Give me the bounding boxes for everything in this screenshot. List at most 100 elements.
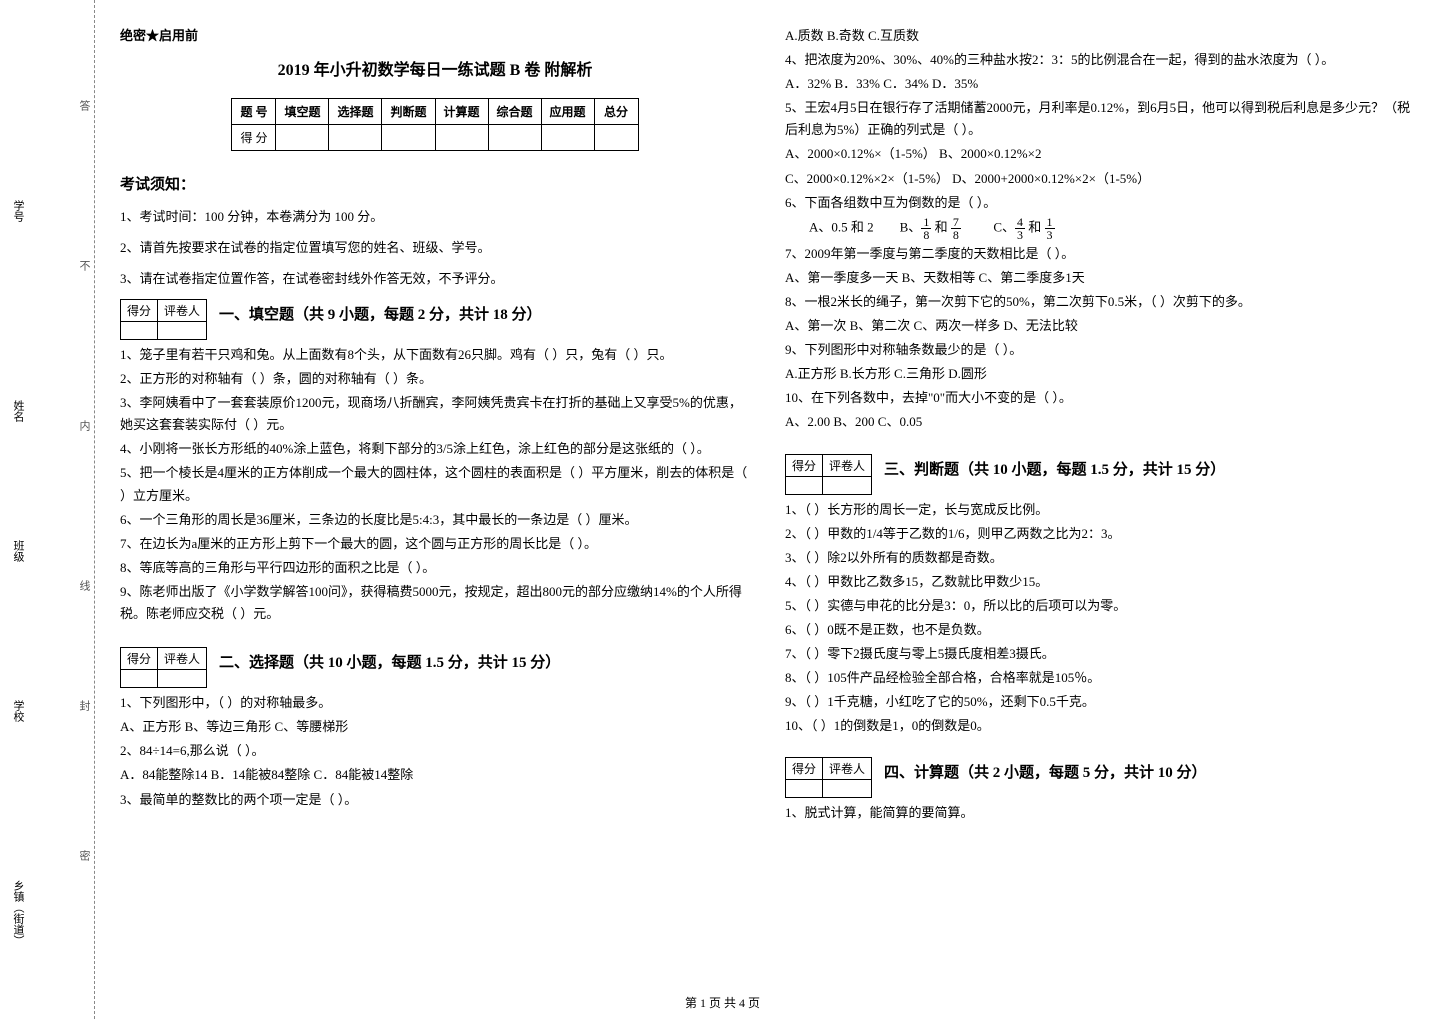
field-township: 乡镇（街道） [10,880,26,946]
fill-q: 4、小刚将一张长方形纸的40%涂上蓝色，将剩下部分的3/5涂上红色，涂上红色的部… [120,438,750,460]
field-class: 班级 [10,540,26,562]
grade-label: 得分 [786,454,823,476]
section-heading-4: 四、计算题（共 2 小题，每题 5 分，共计 10 分） [884,761,1207,782]
fill-q: 6、一个三角形的周长是36厘米，三条边的长度比是5:4:3，其中最长的一条边是（… [120,509,750,531]
choice-q: 7、2009年第一季度与第二季度的天数相比是（ ）。 [785,243,1415,265]
opt-b-mid: 和 [931,219,951,234]
notice-item: 2、请首先按要求在试卷的指定位置填写您的姓名、班级、学号。 [120,237,750,256]
notice-item: 1、考试时间：100 分钟，本卷满分为 100 分。 [120,206,750,225]
col-header: 填空题 [276,99,329,125]
grade-label: 评卷人 [158,300,207,322]
choice-opts: A.质数 B.奇数 C.互质数 [785,25,1415,47]
col-header: 总分 [594,99,638,125]
grade-label: 得分 [121,300,158,322]
secret-label: 绝密★启用前 [120,25,750,44]
fill-q: 9、陈老师出版了《小学数学解答100问》，获得稿费5000元，按规定，超出800… [120,581,750,625]
field-school: 学校 [10,700,26,722]
col-header: 选择题 [329,99,382,125]
field-name: 姓名 [10,400,26,422]
table-row: 得 分 [232,125,638,151]
choice-opts: A、2000×0.12%×（1-5%） B、2000×0.12%×2 [785,143,1415,165]
choice-opts: C、2000×0.12%×2×（1-5%） D、2000+2000×0.12%×… [785,168,1415,190]
choice-q: 9、下列图形中对称轴条数最少的是（ ）。 [785,339,1415,361]
left-column: 绝密★启用前 2019 年小升初数学每日一练试题 B 卷 附解析 题 号 填空题… [120,25,750,960]
page-title: 2019 年小升初数学每日一练试题 B 卷 附解析 [120,56,750,80]
choice-opts: A、2.00 B、200 C、0.05 [785,411,1415,433]
grade-label: 得分 [786,758,823,780]
choice-q: 5、王宏4月5日在银行存了活期储蓄2000元，月利率是0.12%，到6月5日，他… [785,97,1415,141]
binding-margin: 乡镇（街道） 学校 班级 姓名 学号 密 封 线 内 不 答 [0,0,95,1019]
seal-char: 内 [76,420,92,431]
fraction: 18 [921,216,931,241]
page-footer: 第 1 页 共 4 页 [0,994,1445,1011]
fraction: 78 [951,216,961,241]
opt-c-mid: 和 [1025,219,1045,234]
opt-a: A、0.5 和 2 [809,219,874,234]
judge-q: 1、（ ）长方形的周长一定，长与宽成反比例。 [785,499,1415,521]
col-header: 计算题 [435,99,488,125]
seal-char: 密 [76,850,92,861]
seal-char: 答 [76,100,92,111]
notice-item: 3、请在试卷指定位置作答，在试卷密封线外作答无效，不予评分。 [120,268,750,287]
choice-opts: A．84能整除14 B．14能被84整除 C．84能被14整除 [120,764,750,786]
notice-heading: 考试须知： [120,173,750,194]
section-heading-3: 三、判断题（共 10 小题，每题 1.5 分，共计 15 分） [884,458,1225,479]
calc-q: 1、脱式计算，能简算的要简算。 [785,802,1415,824]
table-row: 题 号 填空题 选择题 判断题 计算题 综合题 应用题 总分 [232,99,638,125]
judge-q: 6、（ ）0既不是正数，也不是负数。 [785,619,1415,641]
judge-q: 5、（ ）实德与申花的比分是3：0，所以比的后项可以为零。 [785,595,1415,617]
choice-opts: A、第一次 B、第二次 C、两次一样多 D、无法比较 [785,315,1415,337]
grade-label: 评卷人 [158,648,207,670]
opt-b-pre: B、 [900,219,922,234]
fraction: 43 [1015,216,1025,241]
choice-opts: A、正方形 B、等边三角形 C、等腰梯形 [120,716,750,738]
judge-q: 10、（ ）1的倒数是1，0的倒数是0。 [785,715,1415,737]
choice-q: 8、一根2米长的绳子，第一次剪下它的50%，第二次剪下0.5米，（ ）次剪下的多… [785,291,1415,313]
col-header: 题 号 [232,99,276,125]
judge-q: 9、（ ）1千克糖，小红吃了它的50%，还剩下0.5千克。 [785,691,1415,713]
opt-c-pre: C、 [993,219,1015,234]
grade-box: 得分评卷人 [120,299,207,340]
page-content: 绝密★启用前 2019 年小升初数学每日一练试题 B 卷 附解析 题 号 填空题… [110,0,1445,970]
field-id: 学号 [10,200,26,222]
judge-q: 8、（ ）105件产品经检验全部合格，合格率就是105％。 [785,667,1415,689]
judge-q: 2、（ ）甲数的1/4等于乙数的1/6，则甲乙两数之比为2：3。 [785,523,1415,545]
choice-q6-opts: A、0.5 和 2 B、18 和 78 C、43 和 13 [785,216,1415,241]
col-header: 应用题 [541,99,594,125]
grade-box: 得分评卷人 [120,647,207,688]
col-header: 综合题 [488,99,541,125]
choice-opts: A.正方形 B.长方形 C.三角形 D.圆形 [785,363,1415,385]
fill-q: 1、笼子里有若干只鸡和兔。从上面数有8个头，从下面数有26只脚。鸡有（ ）只，兔… [120,344,750,366]
choice-q: 10、在下列各数中，去掉"0"而大小不变的是（ ）。 [785,387,1415,409]
seal-char: 不 [76,260,92,271]
section-heading-2: 二、选择题（共 10 小题，每题 1.5 分，共计 15 分） [219,651,560,672]
right-column: A.质数 B.奇数 C.互质数 4、把浓度为20%、30%、40%的三种盐水按2… [785,25,1415,960]
judge-q: 7、（ ）零下2摄氏度与零上5摄氏度相差3摄氏。 [785,643,1415,665]
grade-label: 评卷人 [823,758,872,780]
grade-label: 评卷人 [823,454,872,476]
fill-q: 5、把一个棱长是4厘米的正方体削成一个最大的圆柱体，这个圆柱的表面积是（ ）平方… [120,462,750,506]
section-heading-1: 一、填空题（共 9 小题，每题 2 分，共计 18 分） [219,303,542,324]
score-table: 题 号 填空题 选择题 判断题 计算题 综合题 应用题 总分 得 分 [231,98,638,151]
grade-box: 得分评卷人 [785,757,872,798]
fill-q: 7、在边长为a厘米的正方形上剪下一个最大的圆，这个圆与正方形的周长比是（ ）。 [120,533,750,555]
choice-q: 2、84÷14=6,那么说（ ）。 [120,740,750,762]
fill-q: 8、等底等高的三角形与平行四边形的面积之比是（ ）。 [120,557,750,579]
choice-q: 4、把浓度为20%、30%、40%的三种盐水按2：3：5的比例混合在一起，得到的… [785,49,1415,71]
fill-q: 2、正方形的对称轴有（ ）条，圆的对称轴有（ ）条。 [120,368,750,390]
choice-q: 1、下列图形中，（ ）的对称轴最多。 [120,692,750,714]
col-header: 判断题 [382,99,435,125]
grade-label: 得分 [121,648,158,670]
row-label: 得 分 [232,125,276,151]
fill-q: 3、李阿姨看中了一套套装原价1200元，现商场八折酬宾，李阿姨凭贵宾卡在打折的基… [120,392,750,436]
choice-opts: A、第一季度多一天 B、天数相等 C、第二季度多1天 [785,267,1415,289]
choice-q: 6、下面各组数中互为倒数的是（ ）。 [785,192,1415,214]
judge-q: 4、（ ）甲数比乙数多15，乙数就比甲数少15。 [785,571,1415,593]
judge-q: 3、（ ）除2以外所有的质数都是奇数。 [785,547,1415,569]
grade-box: 得分评卷人 [785,454,872,495]
choice-opts: A．32% B．33% C．34% D．35% [785,73,1415,95]
seal-char: 封 [76,700,92,711]
fraction: 13 [1045,216,1055,241]
seal-char: 线 [76,580,92,591]
choice-q: 3、最简单的整数比的两个项一定是（ ）。 [120,789,750,811]
